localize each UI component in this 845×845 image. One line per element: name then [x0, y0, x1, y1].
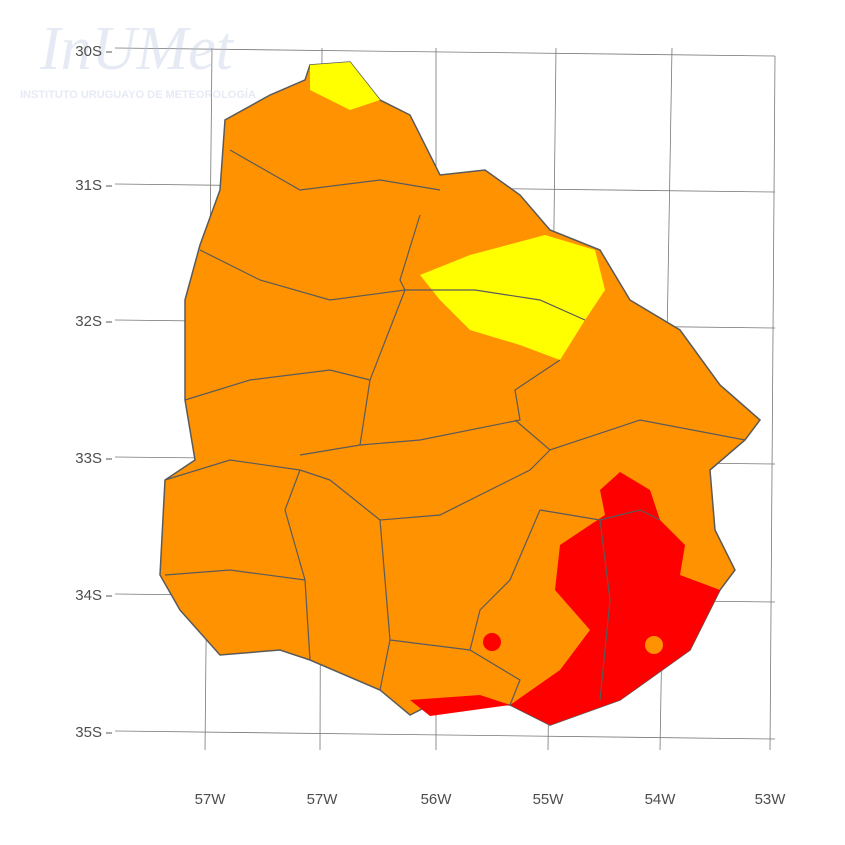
orange-area — [645, 636, 663, 654]
watermark: InUMet INSTITUTO URUGUAYO DE METEOROLOGÍ… — [20, 15, 256, 101]
lon-label: 55W — [533, 791, 565, 808]
lat-label: 32S — [75, 313, 102, 330]
lat-label: 31S — [75, 177, 102, 194]
watermark-logo: InUMet — [39, 15, 235, 83]
yellow-area — [420, 235, 605, 360]
lon-label: 57W — [195, 791, 227, 808]
lon-label: 57W — [307, 791, 339, 808]
watermark-subtitle: INSTITUTO URUGUAYO DE METEOROLOGÍA — [20, 88, 256, 101]
lat-label: 35S — [75, 724, 102, 741]
lon-label: 53W — [755, 791, 787, 808]
lon-label: 56W — [421, 791, 453, 808]
lat-label: 34S — [75, 587, 102, 604]
red-area — [510, 472, 720, 725]
lat-label: 33S — [75, 450, 102, 467]
axis-labels: 30S 31S 32S 33S 34S 35S 57W 57W 56W 55W 54W 53W — [75, 43, 786, 808]
red-area — [483, 633, 501, 651]
red-area — [410, 695, 510, 716]
department-borders — [164, 149, 746, 706]
lon-label: 54W — [645, 791, 677, 808]
yellow-area — [310, 62, 380, 110]
lat-label: 30S — [75, 43, 102, 60]
